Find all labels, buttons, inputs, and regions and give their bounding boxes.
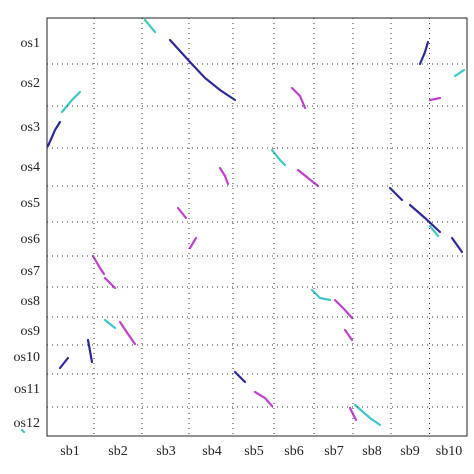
y-tick-label: os9 [21, 324, 40, 339]
x-tick-label: sb5 [244, 444, 263, 459]
y-tick-label: os1 [21, 36, 40, 51]
y-tick-label: os12 [14, 416, 40, 431]
y-tick-label: os8 [21, 294, 40, 309]
y-tick-label: os3 [21, 120, 40, 135]
x-tick-label: sb8 [362, 444, 381, 459]
y-tick-label: os5 [21, 196, 40, 211]
x-tick-label: sb6 [284, 444, 303, 459]
y-tick-label: os4 [21, 160, 40, 175]
x-tick-label: sb10 [436, 444, 462, 459]
x-tick-label: sb2 [108, 444, 127, 459]
x-tick-label: sb9 [400, 444, 419, 459]
y-tick-label: os10 [14, 350, 40, 365]
synteny-segments [20, 18, 466, 434]
plot-frame [46, 17, 468, 437]
y-tick-label: os6 [21, 232, 40, 247]
y-tick-label: os11 [14, 382, 40, 397]
y-tick-label: os2 [21, 76, 40, 91]
x-tick-label: sb7 [324, 444, 343, 459]
x-tick-label: sb3 [156, 444, 175, 459]
y-tick-label: os7 [21, 264, 40, 279]
x-tick-label: sb4 [202, 444, 221, 459]
x-tick-label: sb1 [60, 444, 79, 459]
